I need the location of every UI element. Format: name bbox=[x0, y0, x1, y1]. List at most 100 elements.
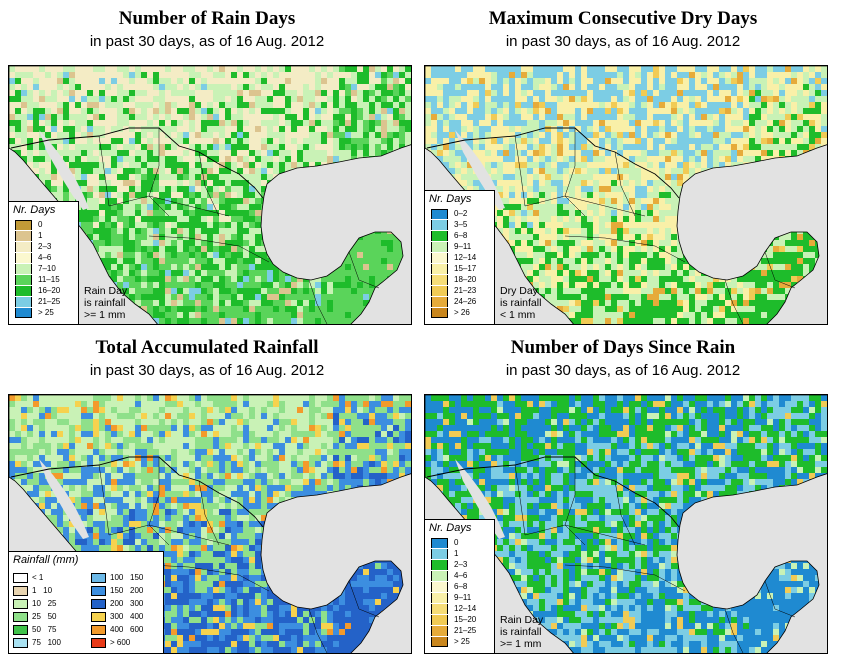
legend-entry: 24–26 bbox=[425, 296, 494, 307]
legend-swatch bbox=[15, 220, 32, 230]
legend-entry: 18–20 bbox=[425, 274, 494, 285]
state-border bbox=[514, 135, 526, 207]
legend-swatch bbox=[13, 586, 28, 596]
legend: Nr. Days 0 1 2–3 4–6 7–10 11–15 16–20 21–25 > 25 bbox=[9, 201, 79, 324]
legend-entry: 21–25 bbox=[425, 625, 494, 636]
legend-label: > 25 bbox=[454, 637, 470, 646]
state-border bbox=[724, 608, 744, 653]
legend-label: 25 50 bbox=[32, 612, 57, 621]
legend-swatch bbox=[15, 242, 32, 252]
legend-swatch bbox=[431, 549, 448, 559]
legend-label: 6–8 bbox=[454, 231, 468, 240]
legend-swatch bbox=[15, 231, 32, 241]
country-border bbox=[426, 127, 680, 199]
panel-subtitle: in past 30 days, as of 16 Aug. 2012 bbox=[505, 362, 741, 379]
state-border bbox=[514, 464, 526, 536]
legend-swatch bbox=[431, 593, 448, 603]
legend-entry: 25 50 bbox=[9, 611, 85, 622]
legend-label: 200 300 bbox=[110, 599, 144, 608]
panel-title: Maximum Consecutive Dry Days bbox=[488, 8, 758, 29]
state-border bbox=[724, 279, 744, 324]
state-border bbox=[308, 279, 328, 324]
state-border bbox=[764, 580, 796, 618]
map-dry-days: Nr. Days 0–2 3–5 6–8 9–11 12–14 15–17 18–20 21–… bbox=[424, 65, 828, 325]
legend-label: 50 75 bbox=[32, 625, 57, 634]
legend-entry: 21–25 bbox=[9, 296, 78, 307]
legend-swatch bbox=[431, 604, 448, 614]
legend-swatch bbox=[431, 231, 448, 241]
legend-swatch bbox=[13, 573, 28, 583]
legend-label: 75 100 bbox=[32, 638, 61, 647]
legend-entry: 0–2 bbox=[425, 208, 494, 219]
legend-label: 11–15 bbox=[38, 275, 60, 284]
state-border bbox=[308, 608, 328, 653]
legend-label: 100 150 bbox=[110, 573, 144, 582]
note-line: Dry Day bbox=[500, 285, 538, 297]
definition-note: Dry Day is rainfall < 1 mm bbox=[500, 285, 541, 321]
coastline bbox=[9, 66, 411, 324]
legend-entry: 15–20 bbox=[425, 614, 494, 625]
legend-swatch bbox=[431, 626, 448, 636]
legend-swatch bbox=[431, 560, 448, 570]
legend-swatch bbox=[15, 275, 32, 285]
legend-entry: 4–6 bbox=[425, 570, 494, 581]
panel-title: Number of Days Since Rain bbox=[510, 337, 736, 358]
gulf-of-california bbox=[39, 459, 89, 539]
legend-title: Nr. Days bbox=[429, 193, 472, 205]
legend-swatch bbox=[431, 220, 448, 230]
legend-swatch bbox=[431, 209, 448, 219]
legend-swatch bbox=[431, 275, 448, 285]
country-border bbox=[10, 127, 264, 199]
note-line: Rain Day bbox=[84, 285, 128, 297]
legend-swatch bbox=[431, 264, 448, 274]
legend-entry: 100 150 bbox=[87, 572, 163, 583]
legend-label: 21–25 bbox=[454, 626, 477, 635]
legend-swatch bbox=[431, 286, 448, 296]
legend-swatch bbox=[431, 571, 448, 581]
legend-entry: 10 25 bbox=[9, 598, 85, 609]
state-border bbox=[148, 457, 170, 546]
panel-total-rainfall: Total Accumulated Rainfall in past 30 da… bbox=[0, 337, 414, 655]
note-line: Rain Day bbox=[500, 614, 544, 626]
legend-label: 150 200 bbox=[110, 586, 144, 595]
panel-title: Total Accumulated Rainfall bbox=[95, 337, 319, 358]
legend-label: 6–8 bbox=[454, 582, 468, 591]
legend-swatch bbox=[15, 308, 32, 318]
legend-label: > 25 bbox=[38, 308, 54, 317]
legend-swatch bbox=[91, 612, 106, 622]
legend-label: 7–10 bbox=[38, 264, 56, 273]
gulf-of-california bbox=[39, 130, 89, 210]
legend-swatch bbox=[431, 297, 448, 307]
legend-label: > 600 bbox=[110, 638, 131, 647]
panel-rain-days: Number of Rain Days in past 30 days, as … bbox=[0, 8, 414, 326]
country-border bbox=[426, 456, 680, 528]
legend-label: 24–26 bbox=[454, 297, 477, 306]
legend-entry: > 26 bbox=[425, 307, 494, 318]
state-border bbox=[198, 151, 220, 217]
legend-label: 1 bbox=[454, 549, 459, 558]
legend-swatch bbox=[431, 308, 448, 318]
panel-subtitle: in past 30 days, as of 16 Aug. 2012 bbox=[89, 362, 325, 379]
legend-swatch bbox=[15, 264, 32, 274]
legend-label: 3–5 bbox=[454, 220, 468, 229]
legend-label: 15–20 bbox=[454, 615, 477, 624]
legend-entry: 15–17 bbox=[425, 263, 494, 274]
legend: Rainfall (mm) < 1 1 10 10 25 25 50 50 75 75 1… bbox=[9, 551, 164, 653]
legend-swatch bbox=[15, 286, 32, 296]
legend-entry: 50 75 bbox=[9, 624, 85, 635]
state-border bbox=[198, 480, 220, 546]
note-line: is rainfall bbox=[500, 297, 542, 309]
legend-swatch bbox=[15, 297, 32, 307]
legend-entry: 1 bbox=[425, 548, 494, 559]
state-border bbox=[108, 195, 230, 217]
state-border bbox=[524, 524, 646, 546]
note-line: >= 1 mm bbox=[84, 309, 126, 321]
legend-label: 12–14 bbox=[454, 253, 477, 262]
legend-swatch bbox=[91, 599, 106, 609]
legend-entry: 0 bbox=[425, 537, 494, 548]
legend-entry: 2–3 bbox=[9, 241, 78, 252]
legend-swatch bbox=[13, 625, 28, 635]
legend-entry: 4–6 bbox=[9, 252, 78, 263]
legend-entry: 9–11 bbox=[425, 241, 494, 252]
legend-swatch bbox=[431, 253, 448, 263]
